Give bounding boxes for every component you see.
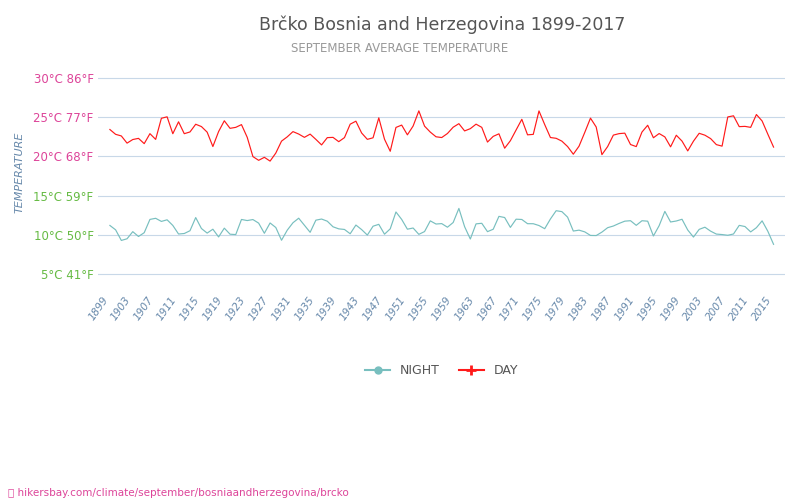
Text: SEPTEMBER AVERAGE TEMPERATURE: SEPTEMBER AVERAGE TEMPERATURE — [291, 42, 509, 56]
Y-axis label: TEMPERATURE: TEMPERATURE — [15, 132, 25, 212]
Legend: NIGHT, DAY: NIGHT, DAY — [360, 359, 523, 382]
Title: Brčko Bosnia and Herzegovina 1899-2017: Brčko Bosnia and Herzegovina 1899-2017 — [258, 15, 625, 34]
Text: 📍 hikersbay.com/climate/september/bosniaandherzegovina/brcko: 📍 hikersbay.com/climate/september/bosnia… — [8, 488, 349, 498]
